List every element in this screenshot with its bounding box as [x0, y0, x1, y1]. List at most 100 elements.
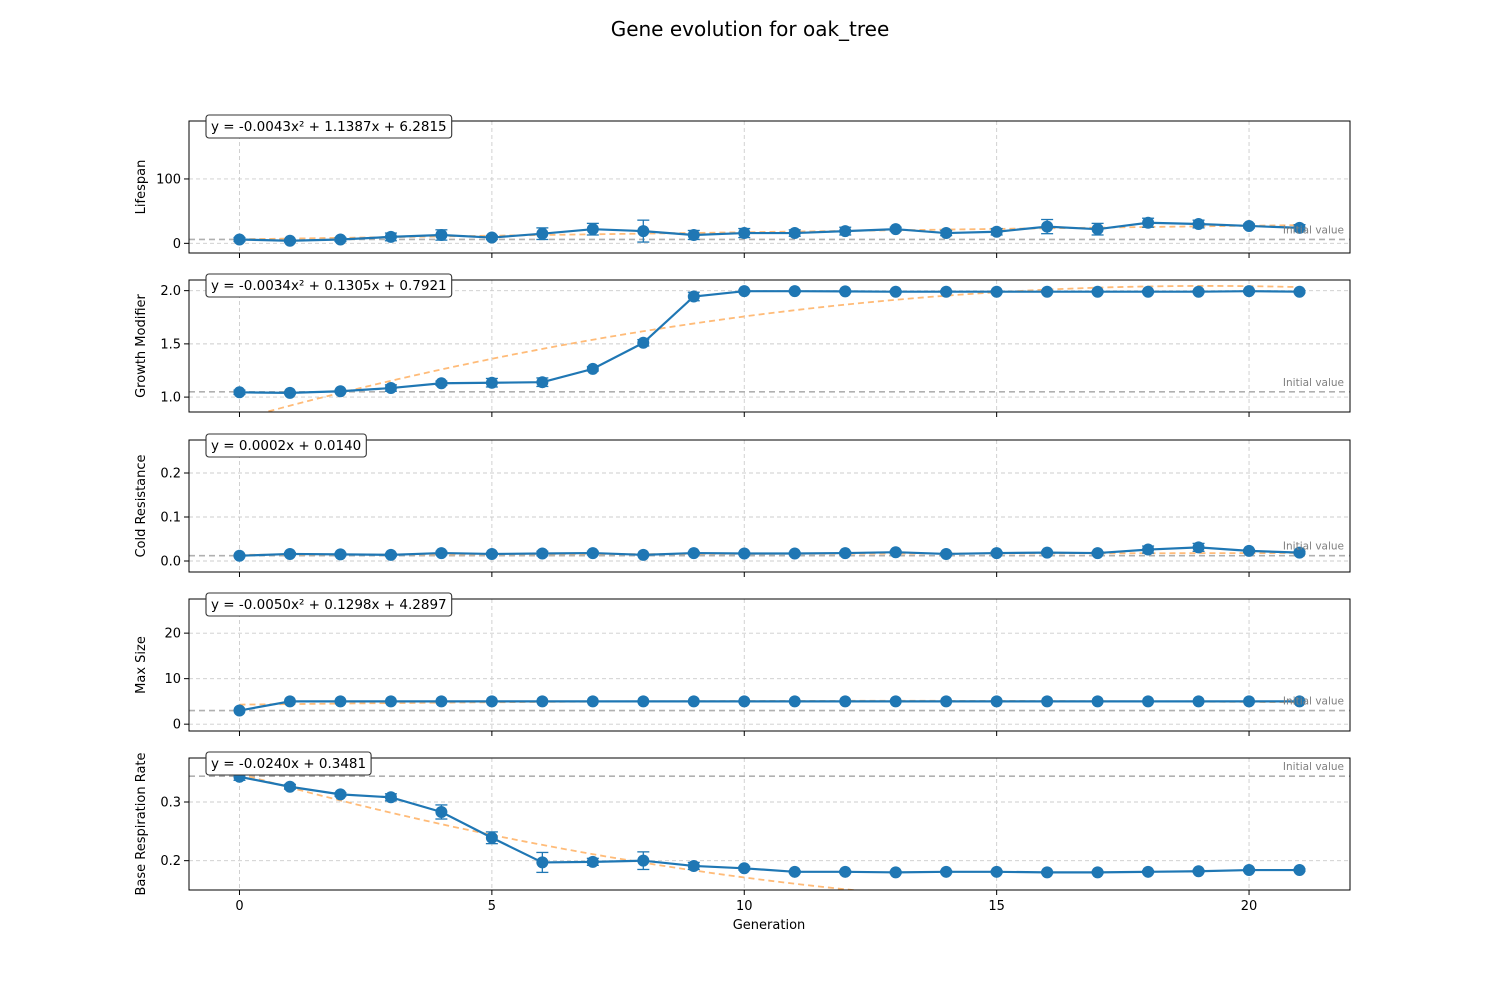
subplot-5: Initial value 0 5 10 15 20 0.2 0.3 Base Respirat… — [134, 751, 1351, 914]
subplot-1: Initial value 0 100 Lifespan y = -0.0043x² +… — [134, 114, 1351, 258]
data-point — [940, 285, 953, 298]
axes-frame — [188, 439, 1351, 573]
data-point — [788, 227, 801, 240]
data-point — [839, 865, 852, 878]
fit-curve — [262, 285, 1300, 412]
fit-equation-box: y = 0.0002x + 0.0140 — [205, 433, 367, 458]
data-point — [334, 695, 347, 708]
data-point — [788, 285, 801, 298]
data-point — [435, 228, 448, 241]
x-tick-label: 5 — [488, 899, 496, 914]
initial-value-label: Initial value — [1283, 761, 1344, 773]
y-tick-label: 2.0 — [160, 284, 181, 299]
data-point — [1142, 285, 1155, 298]
data-point — [940, 547, 953, 560]
grid — [189, 599, 1350, 731]
series-line — [239, 221, 1300, 242]
series-line — [239, 546, 1300, 557]
data-point — [1041, 695, 1054, 708]
data-point — [283, 234, 296, 247]
series-line — [239, 700, 1300, 712]
y-tick-label: 0 — [173, 718, 181, 733]
data-point — [637, 695, 650, 708]
data-point — [1041, 866, 1054, 879]
data-point — [283, 695, 296, 708]
y-tick-label: 0.2 — [160, 467, 181, 482]
fit-equation-box: y = -0.0050x² + 0.1298x + 4.2897 — [205, 592, 453, 617]
data-point — [1041, 546, 1054, 559]
data-point — [1091, 285, 1104, 298]
y-tick-label: 0.0 — [160, 555, 181, 570]
fit-equation: y = -0.0034x² + 0.1305x + 0.7921 — [211, 278, 447, 294]
data-point — [586, 695, 599, 708]
data-point — [738, 227, 751, 240]
subplot-4: Initial value 0 10 20 Max Size y = -0.0050x² … — [134, 592, 1351, 736]
series-line — [239, 775, 1300, 874]
fit-equation: y = 0.0002x + 0.0140 — [211, 438, 361, 454]
data-point — [990, 865, 1003, 878]
data-point — [889, 223, 902, 236]
data-point — [435, 547, 448, 560]
x-tick-label: 0 — [235, 899, 243, 914]
fit-equation-box: y = -0.0034x² + 0.1305x + 0.7921 — [205, 273, 453, 298]
data-point — [435, 695, 448, 708]
data-point — [485, 547, 498, 560]
data-point — [384, 230, 397, 243]
fit-equation: y = -0.0240x + 0.3481 — [211, 756, 366, 772]
data-point — [1091, 223, 1104, 236]
fit-equation-box: y = -0.0240x + 0.3481 — [205, 751, 372, 776]
y-tick-label: 0.3 — [160, 796, 181, 811]
data-point — [1192, 218, 1205, 231]
data-point — [738, 862, 751, 875]
data-point — [586, 362, 599, 375]
data-point — [384, 791, 397, 804]
data-point — [738, 547, 751, 560]
data-point — [1192, 541, 1205, 554]
y-tick-label: 20 — [164, 627, 181, 642]
data-point — [889, 695, 902, 708]
data-point — [1091, 547, 1104, 560]
data-point — [1293, 221, 1306, 234]
data-point — [334, 788, 347, 801]
fit-equation: y = -0.0050x² + 0.1298x + 4.2897 — [211, 597, 447, 613]
data-point — [233, 704, 246, 717]
data-point — [788, 547, 801, 560]
plot-area — [189, 216, 1350, 247]
data-point — [940, 865, 953, 878]
data-point — [1293, 864, 1306, 877]
data-point — [536, 856, 549, 869]
data-point — [1091, 866, 1104, 879]
y-tick-label: 100 — [156, 172, 181, 187]
data-point — [586, 855, 599, 868]
axes-frame — [188, 598, 1351, 732]
data-point — [1091, 695, 1104, 708]
data-point — [839, 695, 852, 708]
data-point — [233, 386, 246, 399]
x-tick-label: 15 — [988, 899, 1005, 914]
y-axis-label: Lifespan — [134, 160, 149, 215]
data-point — [485, 376, 498, 389]
y-axis-label: Cold Resistance — [134, 454, 149, 557]
figure-title: Gene evolution for oak_tree — [611, 17, 890, 41]
data-point — [687, 547, 700, 560]
data-point — [839, 225, 852, 238]
subplot-2: Initial value 1.0 1.5 2.0 Growth Modifier y =… — [134, 273, 1351, 417]
data-point — [990, 695, 1003, 708]
data-point — [283, 386, 296, 399]
initial-value-label: Initial value — [1283, 696, 1344, 708]
data-point — [1041, 220, 1054, 233]
data-point — [536, 376, 549, 389]
data-point — [788, 865, 801, 878]
data-point — [233, 233, 246, 246]
axes-frame — [188, 279, 1351, 413]
y-axis-label: Base Respiration Rate — [134, 752, 149, 895]
y-tick-label: 0.1 — [160, 511, 181, 526]
data-point — [889, 866, 902, 879]
data-point — [637, 548, 650, 561]
data-point — [283, 547, 296, 560]
y-tick-label: 1.5 — [160, 337, 181, 352]
data-point — [1243, 695, 1256, 708]
data-point — [637, 854, 650, 867]
grid — [189, 121, 1350, 253]
